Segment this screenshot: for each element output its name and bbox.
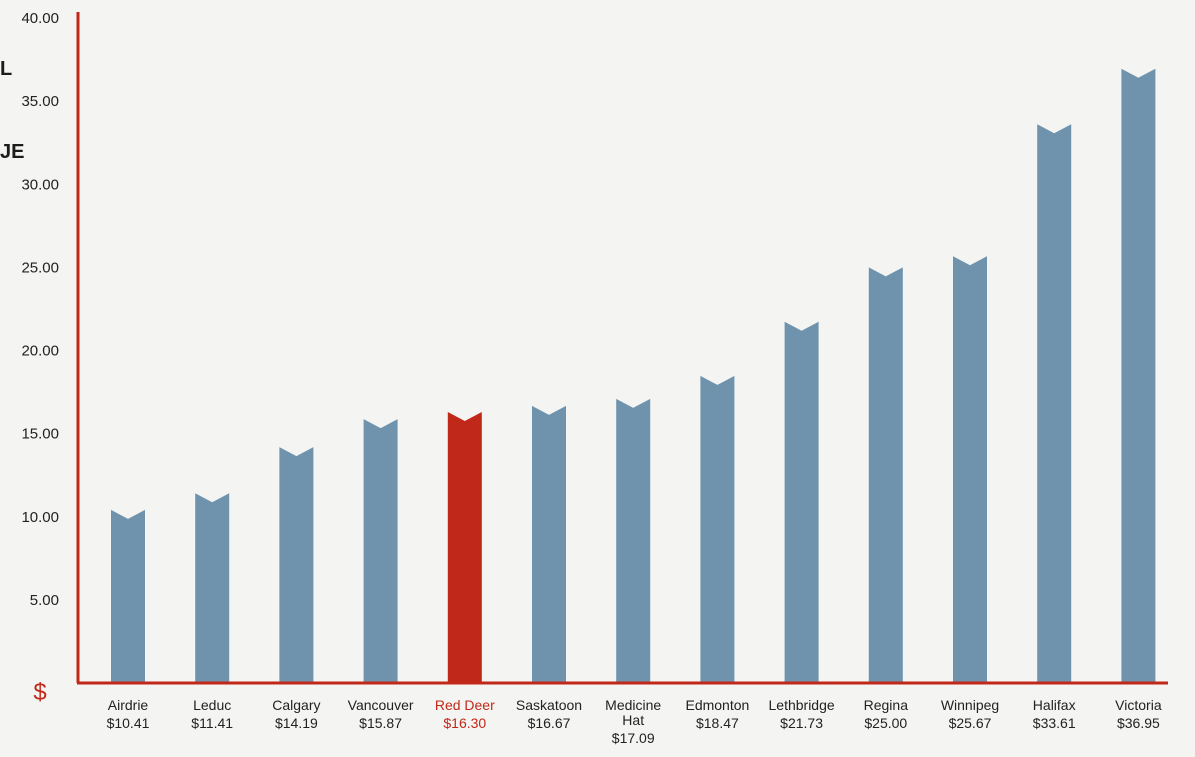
x-category-label: Calgary xyxy=(272,697,320,713)
x-value-label: $14.19 xyxy=(275,715,318,731)
x-category-label: Regina xyxy=(864,697,909,713)
bar-red-deer xyxy=(447,412,482,683)
y-tick-label: 25.00 xyxy=(21,259,59,276)
x-category-label: Saskatoon xyxy=(516,697,582,713)
bar-victoria xyxy=(1121,68,1156,684)
bar-edmonton xyxy=(700,375,735,683)
x-value-label: $10.41 xyxy=(107,715,150,731)
x-category-label: Leduc xyxy=(193,697,231,713)
bar-calgary xyxy=(279,447,314,683)
x-category-label: Lethbridge xyxy=(769,697,835,713)
x-category-label: Edmonton xyxy=(685,697,749,713)
bar-lethbridge xyxy=(784,321,819,683)
x-value-label: $21.73 xyxy=(780,715,823,731)
y-tick-label: 40.00 xyxy=(21,10,59,27)
x-category-label: Airdrie xyxy=(108,697,149,713)
x-value-label: $33.61 xyxy=(1033,715,1076,731)
bar-winnipeg xyxy=(953,256,987,683)
y-tick-label: 35.00 xyxy=(21,93,59,110)
x-category-label: Victoria xyxy=(1115,697,1162,713)
x-category-label: Medicine xyxy=(605,697,661,713)
x-value-label: $25.67 xyxy=(949,715,992,731)
title-fragment-1: L xyxy=(0,58,13,80)
y-tick-label: 15.00 xyxy=(21,426,59,443)
y-tick-label: 20.00 xyxy=(21,343,59,360)
y-tick-label: 5.00 xyxy=(30,592,59,609)
x-category-label: Vancouver xyxy=(348,697,414,713)
x-category-label: Halifax xyxy=(1033,697,1076,713)
x-value-label: $36.95 xyxy=(1117,715,1160,731)
bar-airdrie xyxy=(111,509,145,683)
y-axis-currency-symbol: $ xyxy=(33,679,46,706)
x-value-label: $18.47 xyxy=(696,715,739,731)
x-value-label: $16.30 xyxy=(443,715,486,731)
y-tick-label: 30.00 xyxy=(21,176,59,193)
x-value-label: $16.67 xyxy=(528,715,571,731)
bar-regina xyxy=(868,267,903,683)
x-value-label: $11.41 xyxy=(191,715,233,731)
x-category-label: Red Deer xyxy=(435,697,495,713)
title-fragment-2: JE xyxy=(0,141,25,163)
bar-vancouver xyxy=(363,419,398,683)
x-value-label: $25.00 xyxy=(864,715,907,731)
bar-leduc xyxy=(195,493,230,683)
x-value-label: $15.87 xyxy=(359,715,402,731)
x-category-label: Hat xyxy=(622,712,644,728)
x-category-label: Winnipeg xyxy=(941,697,999,713)
bar-medicine-hat xyxy=(616,398,651,683)
bar-saskatoon xyxy=(532,405,566,683)
x-value-label: $17.09 xyxy=(612,730,655,746)
y-tick-label: 10.00 xyxy=(21,509,59,526)
bar-halifax xyxy=(1037,124,1072,683)
